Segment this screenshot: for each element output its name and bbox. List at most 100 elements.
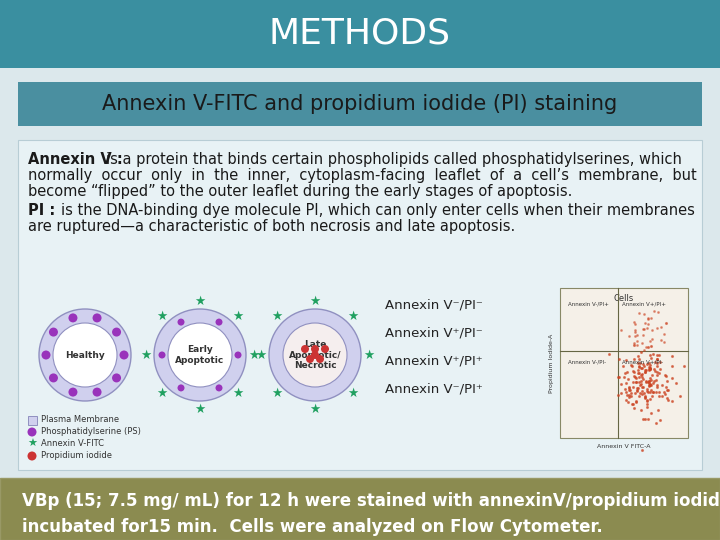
Point: [655, 335, 667, 344]
Text: Propidium iodide: Propidium iodide: [41, 451, 112, 461]
Point: [651, 382, 662, 391]
Point: [644, 394, 655, 403]
Point: [650, 388, 662, 397]
Point: [644, 374, 656, 382]
Point: [639, 392, 650, 401]
Point: [652, 406, 664, 415]
Point: [626, 361, 637, 369]
Text: METHODS: METHODS: [269, 17, 451, 51]
Point: [623, 392, 634, 401]
Point: [641, 384, 652, 393]
Point: [627, 377, 639, 386]
Point: [642, 315, 653, 323]
Text: Annexin V+/PI-: Annexin V+/PI-: [621, 359, 663, 364]
Point: [618, 373, 630, 381]
Circle shape: [39, 309, 131, 401]
Point: [635, 377, 647, 386]
Point: [629, 389, 640, 397]
Point: [647, 334, 658, 343]
Point: [628, 339, 639, 347]
Text: Cells: Cells: [614, 294, 634, 303]
Circle shape: [120, 350, 128, 360]
Point: [639, 368, 650, 377]
Text: ★: ★: [140, 348, 152, 361]
Text: ★: ★: [194, 294, 206, 307]
Point: [651, 355, 662, 363]
Point: [651, 375, 662, 384]
Point: [636, 370, 648, 379]
Point: [623, 397, 634, 406]
Point: [656, 322, 667, 331]
Point: [641, 366, 652, 375]
Text: ★: ★: [156, 310, 168, 323]
Point: [624, 386, 635, 395]
Bar: [18, 82, 702, 126]
Text: become “flipped” to the outer leaflet during the early stages of apoptosis.: become “flipped” to the outer leaflet du…: [28, 184, 572, 199]
Point: [632, 352, 644, 361]
Point: [654, 392, 665, 401]
Point: [646, 341, 657, 350]
Point: [659, 338, 670, 346]
Point: [652, 368, 663, 376]
Text: Annexin V⁺/PI⁻: Annexin V⁺/PI⁻: [385, 327, 482, 340]
Point: [629, 326, 641, 334]
Point: [640, 342, 652, 351]
Circle shape: [42, 350, 50, 360]
Point: [646, 381, 657, 389]
Point: [644, 364, 656, 373]
Text: ★: ★: [248, 348, 260, 361]
Circle shape: [215, 319, 222, 326]
Point: [645, 376, 657, 384]
Bar: [0, 478, 720, 540]
Point: [666, 374, 678, 382]
Bar: [28, 416, 37, 425]
Circle shape: [269, 309, 361, 401]
Point: [633, 358, 644, 367]
Point: [620, 396, 631, 404]
Point: [631, 331, 642, 340]
Text: ★: ★: [271, 387, 282, 400]
Text: Propidium Iodide-A: Propidium Iodide-A: [549, 333, 554, 393]
Circle shape: [215, 384, 222, 391]
Point: [637, 375, 649, 383]
Bar: [0, 0, 720, 68]
Point: [652, 359, 663, 367]
Point: [615, 389, 626, 397]
Text: normally  occur  only  in  the  inner,  cytoplasm-facing  leaflet  of  a  cell’s: normally occur only in the inner, cytopl…: [28, 168, 697, 183]
Text: Annexin V+/PI+: Annexin V+/PI+: [621, 302, 665, 307]
Point: [633, 354, 644, 363]
Point: [642, 387, 653, 395]
Circle shape: [27, 428, 37, 436]
Circle shape: [68, 388, 78, 396]
Point: [645, 408, 657, 417]
Point: [642, 343, 654, 352]
Point: [661, 386, 672, 394]
Point: [651, 381, 662, 390]
Text: Annexin V-FITC: Annexin V-FITC: [41, 440, 104, 449]
Point: [616, 326, 627, 334]
Point: [647, 388, 659, 396]
Point: [645, 354, 657, 363]
Circle shape: [49, 374, 58, 382]
Point: [644, 361, 656, 369]
Point: [647, 371, 658, 380]
Point: [639, 345, 650, 354]
Point: [636, 389, 648, 398]
Point: [620, 379, 631, 387]
Point: [625, 388, 636, 397]
Point: [631, 336, 643, 345]
Point: [634, 392, 645, 401]
Circle shape: [49, 328, 58, 336]
Circle shape: [158, 352, 166, 359]
Point: [629, 373, 641, 381]
Text: Annexin V⁺/PI⁺: Annexin V⁺/PI⁺: [385, 354, 482, 368]
Point: [666, 362, 678, 370]
Text: Late
Apoptotic/
Necrotic: Late Apoptotic/ Necrotic: [289, 340, 341, 370]
Point: [636, 380, 647, 389]
Point: [623, 374, 634, 383]
Text: Annexin V⁻/PI⁺: Annexin V⁻/PI⁺: [385, 382, 482, 395]
Point: [634, 389, 645, 397]
Point: [636, 360, 648, 369]
Point: [641, 400, 652, 408]
Point: [613, 373, 624, 381]
